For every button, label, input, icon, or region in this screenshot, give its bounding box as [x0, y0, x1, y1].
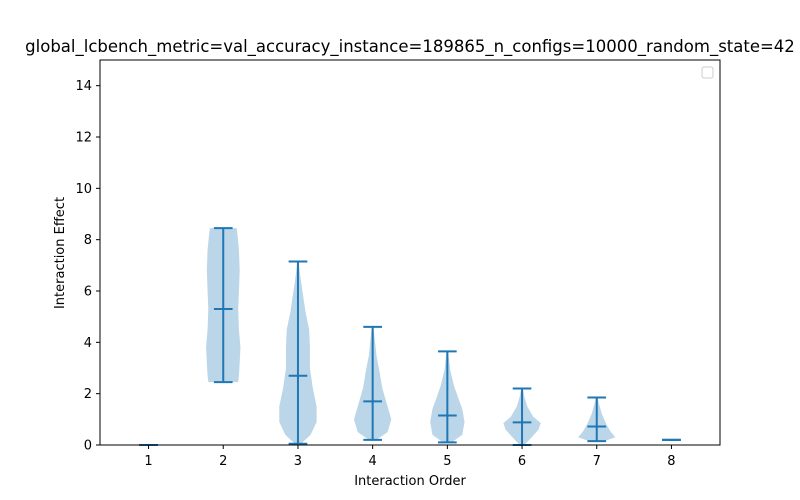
- y-tick-label: 14: [75, 79, 92, 94]
- legend-box: [701, 66, 714, 79]
- x-tick-label: 5: [443, 454, 451, 469]
- x-tick-label: 3: [294, 454, 302, 469]
- chart-title: global_lcbench_metric=val_accuracy_insta…: [25, 37, 795, 57]
- y-tick-label: 8: [84, 233, 92, 248]
- y-tick-label: 12: [75, 131, 92, 146]
- x-tick-label: 8: [667, 454, 675, 469]
- x-axis-label: Interaction Order: [354, 474, 466, 489]
- y-axis-label: Interaction Effect: [53, 197, 68, 309]
- x-tick-label: 1: [144, 454, 152, 469]
- y-tick-label: 6: [84, 285, 92, 300]
- y-tick-label: 4: [84, 336, 92, 351]
- violin-stat-lines: [139, 227, 681, 446]
- y-axis-ticks: 0 2 4 6 8 10 12 14: [75, 79, 100, 454]
- x-tick-label: 7: [593, 454, 601, 469]
- x-tick-label: 4: [369, 454, 377, 469]
- x-tick-label: 2: [219, 454, 227, 469]
- y-tick-label: 2: [84, 387, 92, 402]
- x-axis-ticks: 1 2 3 4 5 6 7 8: [144, 445, 676, 469]
- y-tick-label: 10: [75, 182, 92, 197]
- y-tick-label: 0: [84, 439, 92, 454]
- plot-frame: [99, 59, 721, 446]
- x-tick-label: 6: [518, 454, 526, 469]
